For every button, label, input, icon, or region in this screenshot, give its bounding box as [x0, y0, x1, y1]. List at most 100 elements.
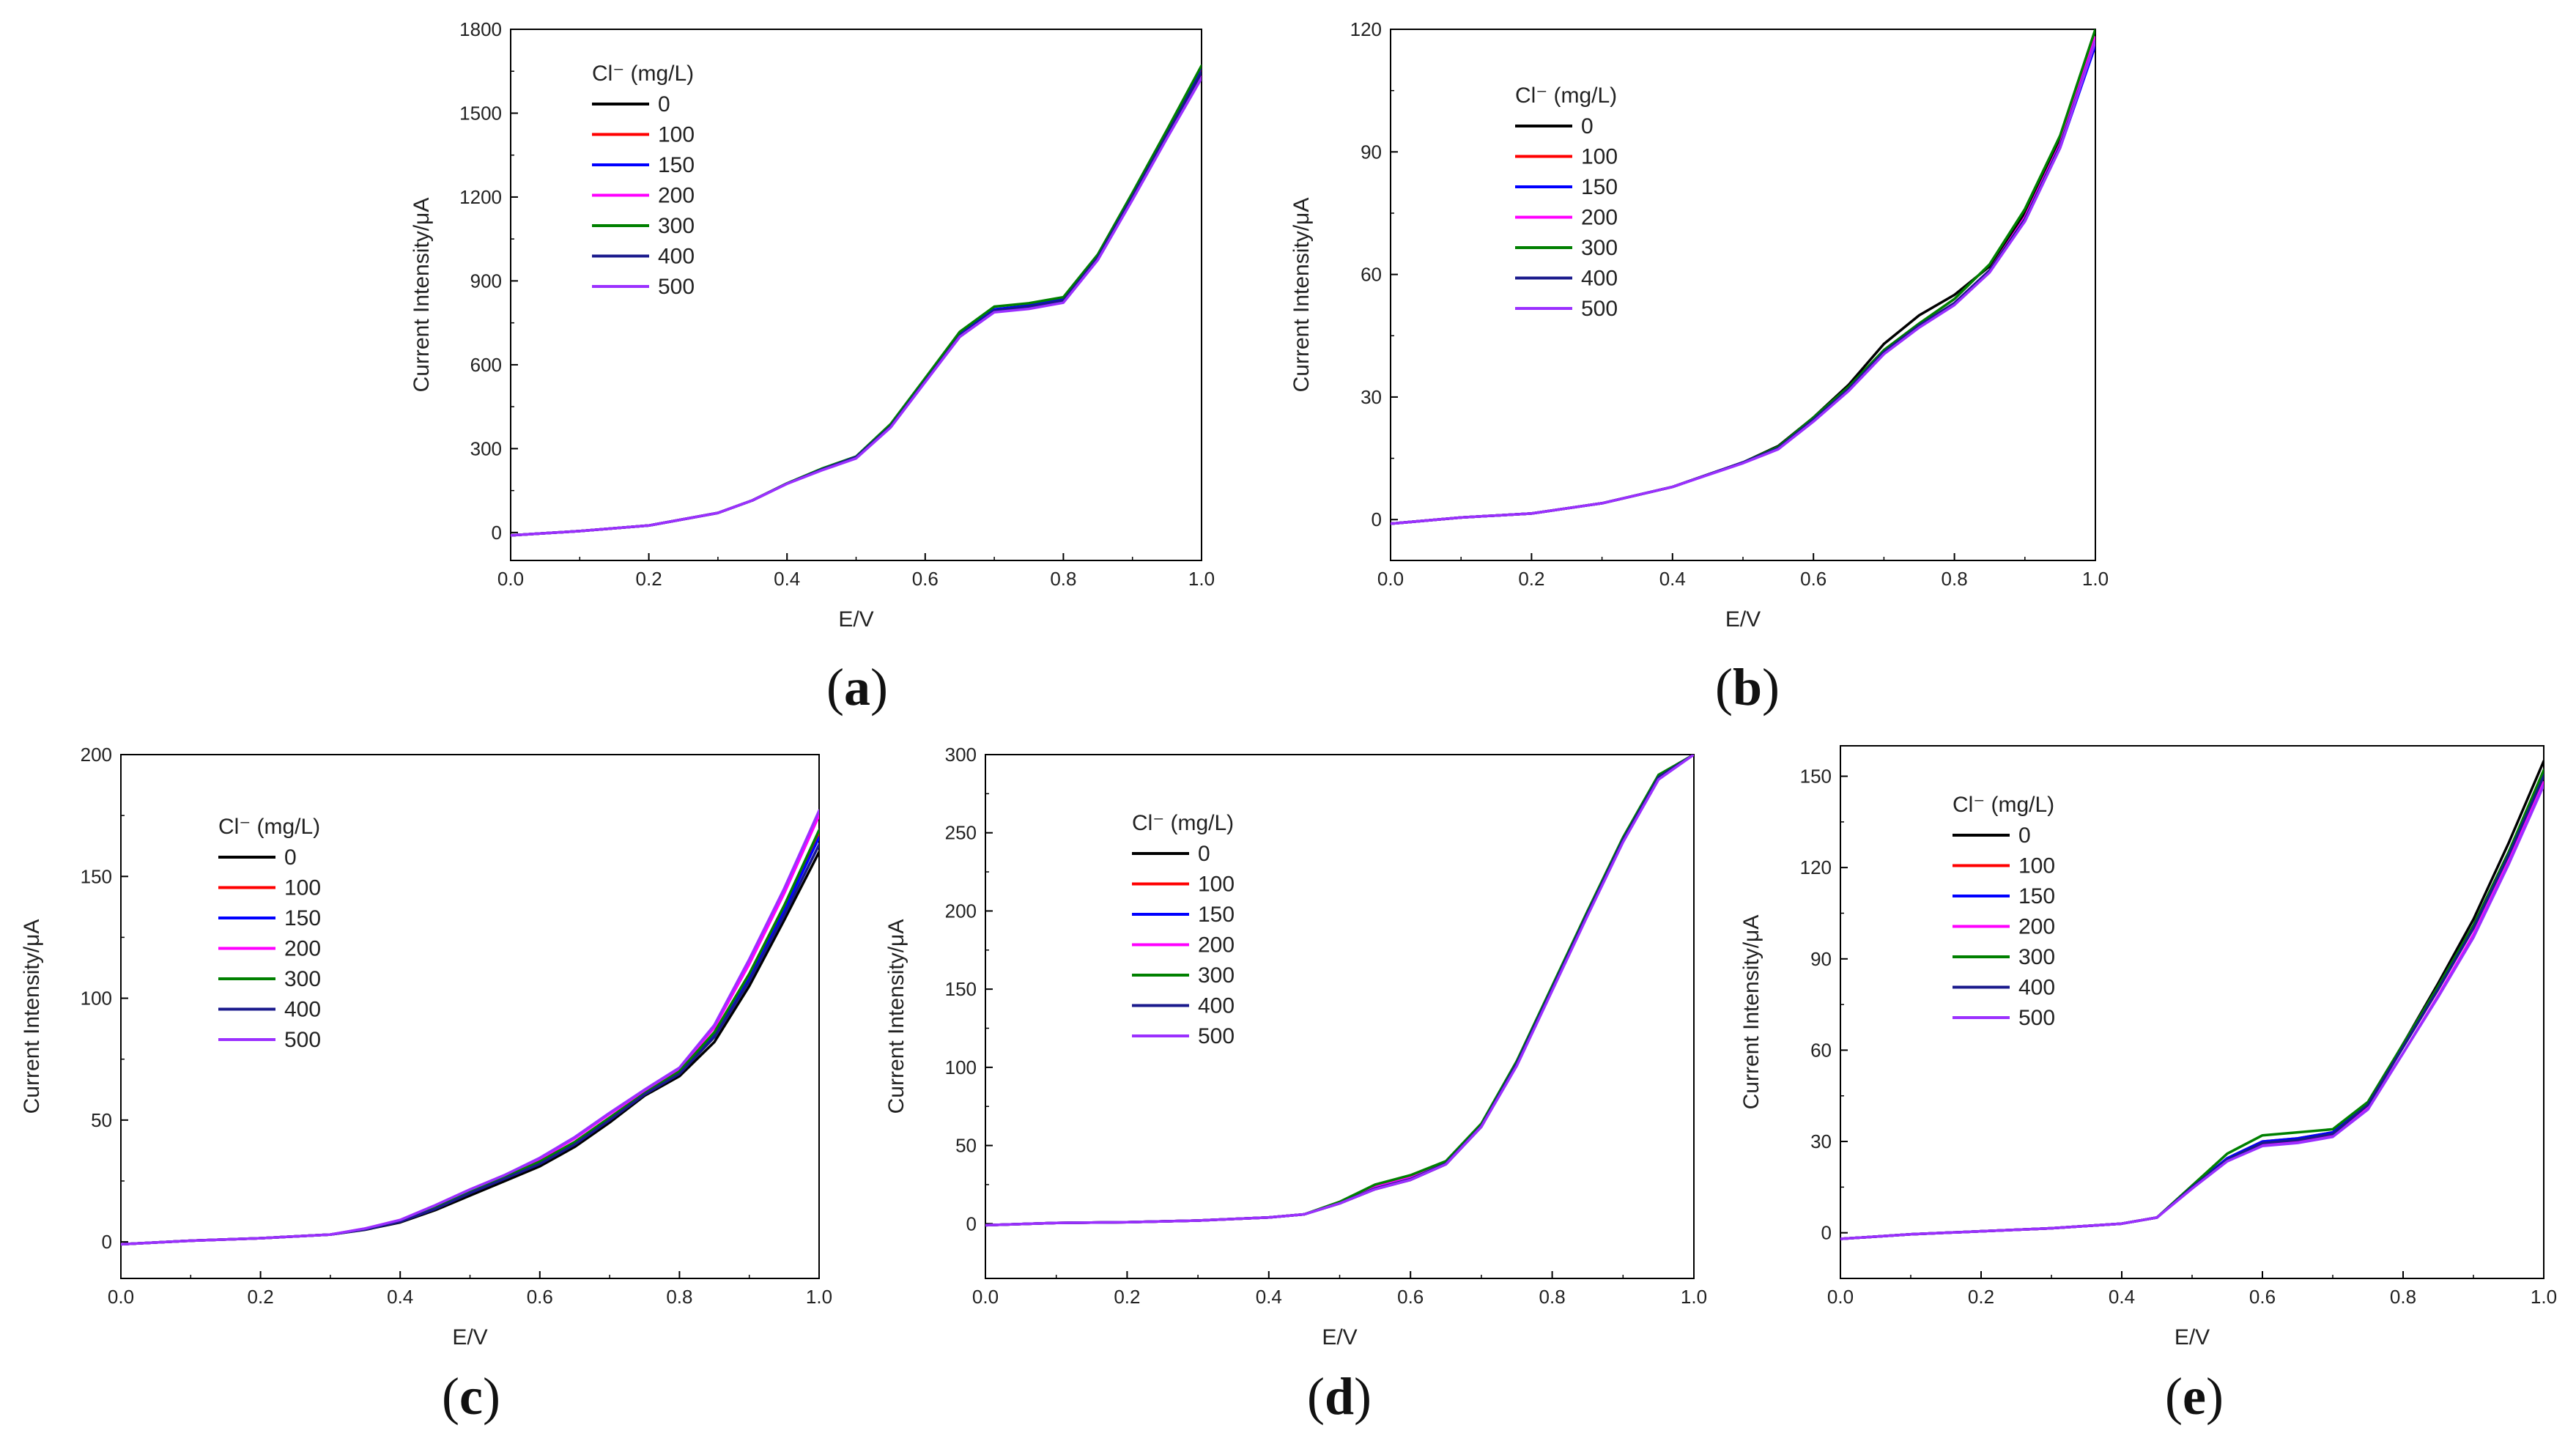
x-tick-label: 0.4 — [1659, 568, 1686, 590]
y-tick-label: 0 — [1372, 508, 1382, 530]
x-tick-label: 1.0 — [806, 1286, 832, 1308]
y-tick-label: 0 — [102, 1231, 112, 1253]
y-tick-label: 300 — [470, 437, 502, 459]
legend-label: 400 — [1198, 994, 1235, 1018]
legend-label: 100 — [1581, 145, 1618, 169]
legend-label: 0 — [2018, 823, 2031, 848]
y-tick-label: 60 — [1361, 264, 1382, 286]
legend-label: 300 — [2018, 945, 2055, 969]
x-tick-label: 1.0 — [2082, 568, 2109, 590]
legend-label: 200 — [2018, 915, 2055, 939]
panel-caption: (e) — [2165, 1367, 2224, 1426]
y-tick-label: 150 — [81, 865, 112, 887]
legend-label: 400 — [658, 245, 695, 269]
x-tick-label: 0.8 — [1539, 1286, 1566, 1308]
panel-b: 0.0 0.2 0.4 0.6 0.8 1.0 0 30 60 90 120 E/V Current I… — [1289, 18, 2109, 717]
x-axis-title: E/V — [452, 1325, 487, 1349]
x-tick-label: 0.0 — [1377, 568, 1404, 590]
y-axis-title: Current Intensity/μA — [410, 198, 434, 393]
legend-label: 300 — [284, 967, 321, 991]
x-tick-label: 0.6 — [912, 568, 939, 590]
legend-label: 200 — [1581, 206, 1618, 230]
x-axis-title: E/V — [1322, 1325, 1357, 1349]
legend-label: 200 — [658, 184, 695, 208]
x-tick-label: 0.8 — [666, 1286, 692, 1308]
legend-label: 100 — [284, 876, 321, 900]
legend-label: 150 — [2018, 884, 2055, 908]
x-tick-label: 0.4 — [774, 568, 800, 590]
x-tick-label: 1.0 — [2531, 1286, 2557, 1308]
x-axis-title: E/V — [1725, 607, 1761, 632]
x-tick-label: 0.2 — [248, 1286, 274, 1308]
x-tick-label: 0.6 — [2249, 1286, 2276, 1308]
y-axis-title: Current Intensity/μA — [1289, 198, 1314, 393]
y-tick-label: 100 — [81, 988, 112, 1010]
legend-label: 500 — [2018, 1006, 2055, 1030]
legend-label: 100 — [658, 123, 695, 147]
y-tick-label: 120 — [1800, 856, 1832, 878]
y-tick-label: 30 — [1810, 1130, 1832, 1152]
legend-label: 500 — [1198, 1024, 1235, 1048]
legend-label: 0 — [1581, 114, 1594, 138]
y-tick-label: 200 — [81, 744, 112, 766]
caption-close-paren: ) — [483, 1367, 500, 1426]
y-tick-label: 50 — [955, 1135, 977, 1157]
legend-label: 400 — [1581, 267, 1618, 291]
panel-a: 0.0 0.2 0.4 0.6 0.8 1.00300600900120015001800… — [410, 18, 1215, 717]
caption-open-paren: ( — [442, 1367, 459, 1426]
legend-label: 200 — [1198, 933, 1235, 958]
y-tick-label: 90 — [1361, 141, 1382, 163]
x-tick-label: 1.0 — [1681, 1286, 1707, 1308]
legend-label: 0 — [1198, 842, 1210, 866]
x-tick-label: 0.6 — [1397, 1286, 1424, 1308]
series-line-500 — [1391, 40, 2095, 525]
legend-label: 0 — [658, 92, 670, 116]
legend-label: 0 — [284, 845, 297, 870]
caption-letter: a — [844, 658, 870, 717]
y-tick-label: 1200 — [459, 186, 502, 208]
series-group — [511, 64, 1202, 537]
x-axis-title: E/V — [838, 607, 873, 632]
y-tick-label: 100 — [945, 1056, 977, 1078]
x-tick-label: 0.2 — [1518, 568, 1544, 590]
caption-close-paren: ) — [1762, 658, 1780, 717]
caption-letter: b — [1733, 658, 1762, 717]
legend-label: 100 — [1198, 873, 1235, 897]
legend-title: Cl⁻ (mg/L) — [1132, 811, 1234, 835]
legend-label: 150 — [1581, 175, 1618, 199]
caption-letter: d — [1325, 1367, 1354, 1426]
y-tick-label: 0 — [966, 1212, 977, 1234]
y-axis-title: Current Intensity/μA — [20, 919, 44, 1114]
legend-label: 400 — [2018, 976, 2055, 1000]
x-tick-label: 0.2 — [1114, 1286, 1140, 1308]
legend-label: 500 — [1581, 297, 1618, 321]
x-tick-label: 0.8 — [1942, 568, 1968, 590]
series-line-500 — [121, 809, 819, 1246]
y-tick-label: 50 — [91, 1109, 112, 1131]
y-tick-label: 0 — [492, 522, 502, 544]
y-tick-label: 1800 — [459, 18, 502, 40]
caption-open-paren: ( — [2165, 1367, 2183, 1426]
legend-title: Cl⁻ (mg/L) — [1953, 793, 2054, 817]
legend-label: 300 — [1581, 236, 1618, 260]
series-group — [985, 755, 1694, 1227]
y-tick-label: 200 — [945, 900, 977, 922]
caption-open-paren: ( — [1307, 1367, 1325, 1426]
legend-label: 300 — [1198, 963, 1235, 988]
x-tick-label: 0.8 — [1050, 568, 1076, 590]
x-tick-label: 0.2 — [1968, 1286, 1994, 1308]
caption-open-paren: ( — [1715, 658, 1733, 717]
y-axis-title: Current Intensity/μA — [1739, 915, 1763, 1110]
x-tick-label: 0.6 — [527, 1286, 553, 1308]
legend-label: 100 — [2018, 854, 2055, 878]
series-line-500 — [511, 77, 1202, 537]
x-tick-label: 0.0 — [972, 1286, 999, 1308]
legend-title: Cl⁻ (mg/L) — [218, 815, 320, 839]
x-tick-label: 0.4 — [2109, 1286, 2135, 1308]
x-tick-label: 0.6 — [1800, 568, 1826, 590]
y-tick-label: 1500 — [459, 102, 502, 124]
legend-label: 150 — [284, 906, 321, 930]
y-tick-label: 60 — [1810, 1039, 1832, 1061]
caption-close-paren: ) — [2206, 1367, 2224, 1426]
